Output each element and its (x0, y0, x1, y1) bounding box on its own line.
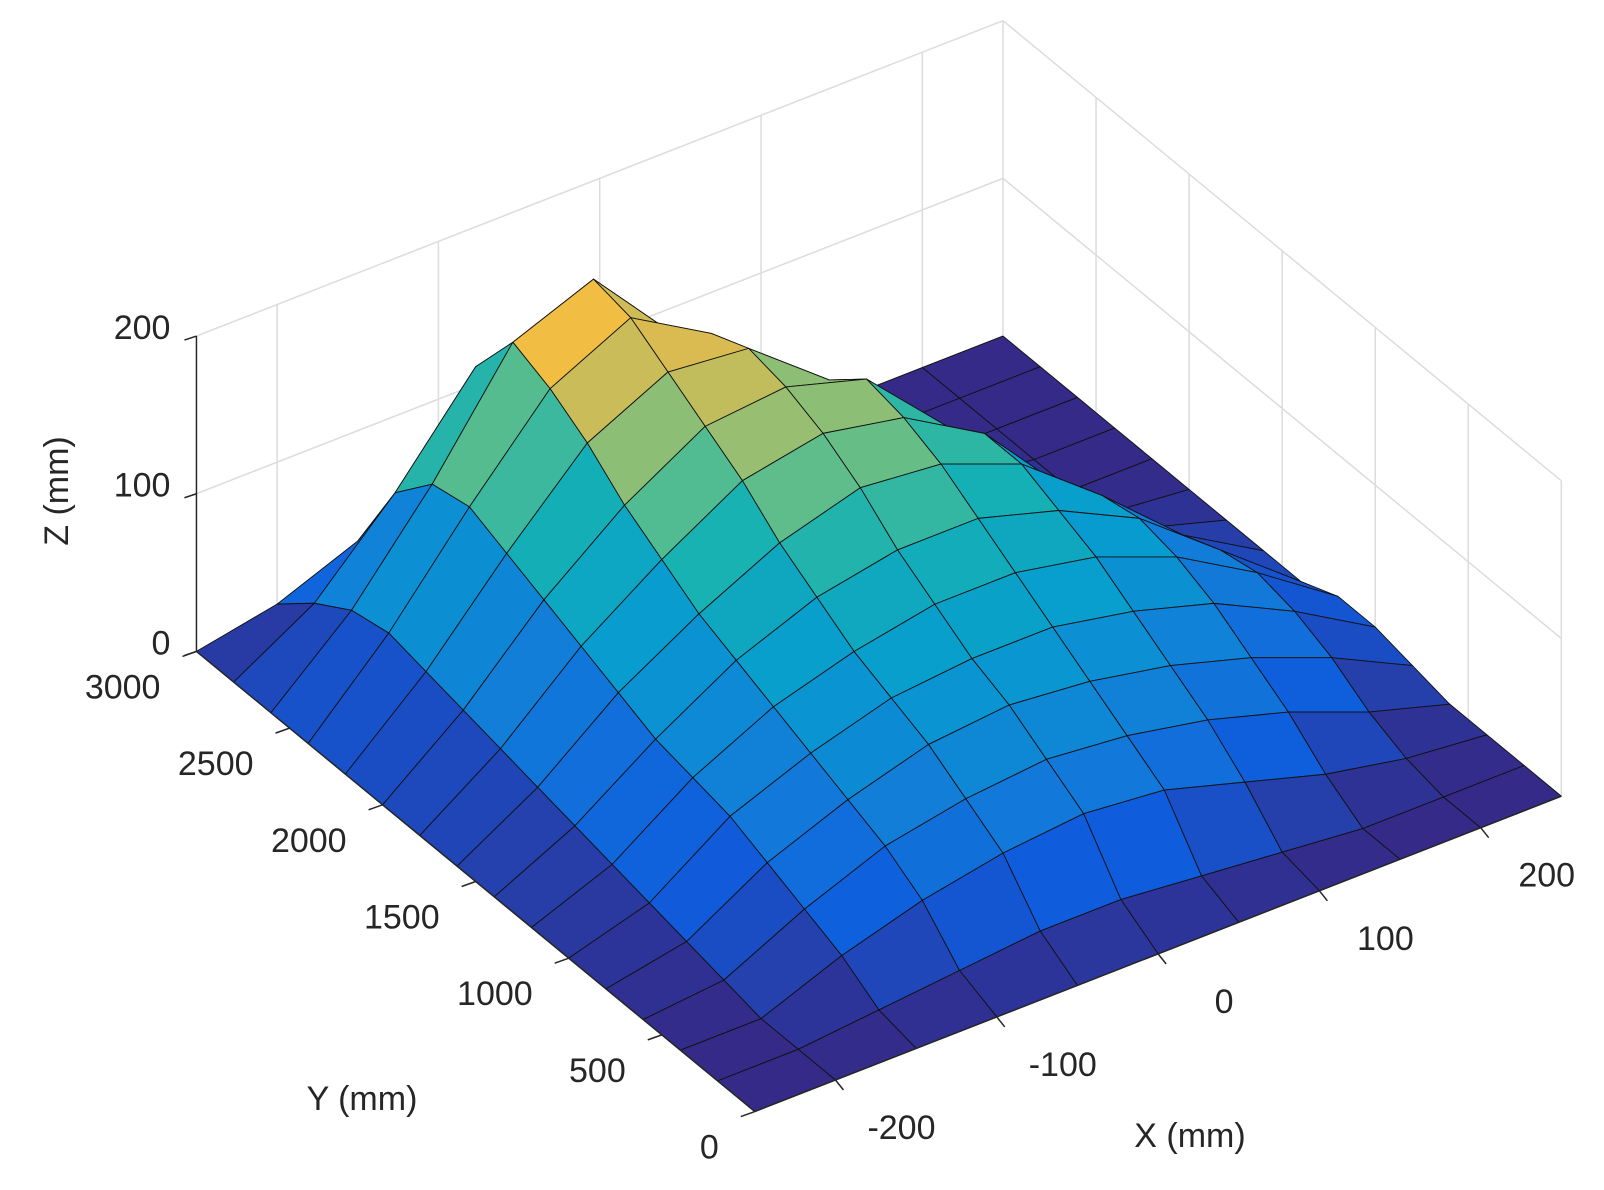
y-axis-label: Y (mm) (307, 1080, 418, 1118)
z-tick (184, 493, 197, 499)
z-tick (184, 335, 197, 341)
z-tick-label: 200 (114, 309, 171, 347)
y-tick (275, 727, 290, 734)
x-tick (996, 1016, 1006, 1028)
x-tick-label: 0 (1215, 983, 1234, 1021)
z-tick-label: 0 (152, 624, 171, 662)
y-tick-label: 1500 (364, 898, 440, 936)
y-tick-label: 0 (700, 1129, 719, 1167)
y-tick (554, 957, 569, 964)
grid-line (196, 19, 1004, 337)
x-axis-label: X (mm) (1134, 1117, 1245, 1155)
y-tick (647, 1034, 663, 1041)
y-tick-label: 3000 (85, 668, 161, 706)
y-tick (461, 880, 476, 888)
grid-line (1002, 177, 1562, 640)
y-tick (368, 804, 383, 811)
y-tick (182, 650, 197, 658)
y-tick-label: 2000 (271, 822, 347, 860)
x-tick-label: 200 (1518, 857, 1575, 895)
y-tick-label: 1000 (457, 975, 533, 1013)
x-tick-label: -100 (1029, 1046, 1097, 1084)
grid-line (1002, 20, 1562, 482)
x-tick (834, 1079, 845, 1091)
z-tick-label: 100 (114, 467, 171, 505)
z-axis-label: Z (mm) (38, 436, 76, 546)
y-tick-label: 500 (569, 1052, 626, 1090)
y-tick (740, 1110, 756, 1118)
x-tick (1157, 953, 1167, 965)
x-tick-label: 100 (1357, 920, 1414, 958)
x-tick (1318, 890, 1328, 902)
x-tick-label: -200 (867, 1109, 935, 1147)
x-tick (1480, 827, 1490, 839)
y-tick-label: 2500 (178, 745, 254, 783)
